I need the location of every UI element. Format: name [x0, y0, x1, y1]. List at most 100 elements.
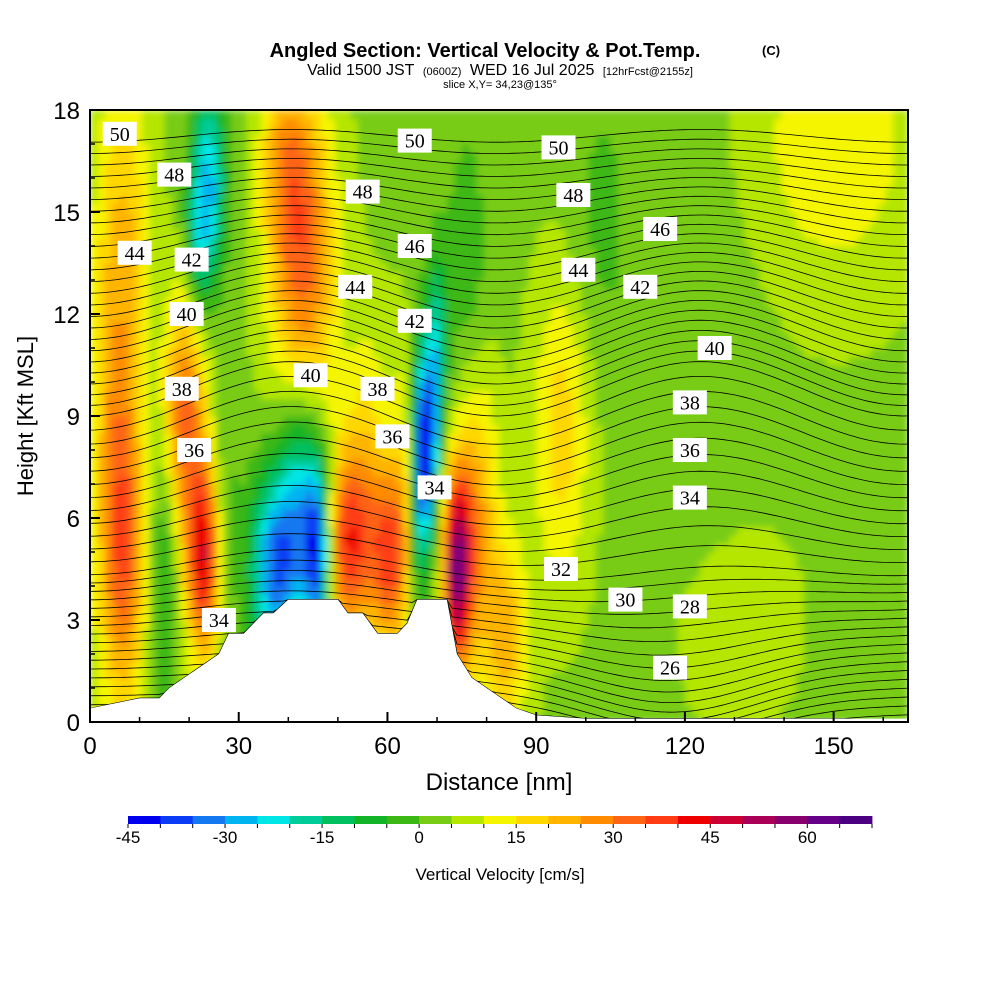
velocity-cell [372, 475, 381, 485]
velocity-cell [305, 127, 314, 137]
velocity-cell [216, 271, 225, 281]
velocity-cell [543, 127, 552, 137]
velocity-cell [402, 382, 411, 392]
velocity-cell [112, 186, 121, 196]
velocity-cell [231, 543, 240, 553]
velocity-cell [365, 237, 374, 247]
velocity-cell [573, 637, 582, 647]
velocity-cell [216, 178, 225, 188]
velocity-cell [186, 237, 195, 247]
velocity-cell [439, 246, 448, 256]
velocity-cell [298, 254, 307, 264]
velocity-cell [335, 586, 344, 596]
velocity-cell [506, 314, 515, 324]
velocity-cell [454, 637, 463, 647]
velocity-cell [268, 492, 277, 502]
velocity-cell [156, 441, 165, 451]
velocity-cell [327, 518, 336, 528]
velocity-cell [409, 577, 418, 587]
velocity-cell [484, 645, 493, 655]
velocity-cell [573, 135, 582, 145]
velocity-cell [90, 688, 99, 698]
velocity-cell [588, 586, 597, 596]
velocity-cell [283, 543, 292, 553]
velocity-cell [506, 552, 515, 562]
velocity-cell [513, 161, 522, 171]
velocity-cell [313, 577, 322, 587]
velocity-cell [275, 280, 284, 290]
velocity-cell [127, 433, 136, 443]
velocity-cell [298, 586, 307, 596]
velocity-cell [543, 450, 552, 460]
velocity-cell [290, 246, 299, 256]
velocity-cell [97, 399, 106, 409]
velocity-cell [551, 288, 560, 298]
velocity-cell [149, 501, 158, 511]
velocity-cell [342, 433, 351, 443]
velocity-cell [246, 458, 255, 468]
velocity-cell [201, 467, 210, 477]
velocity-cell [156, 237, 165, 247]
velocity-cell [432, 365, 441, 375]
velocity-cell [320, 416, 329, 426]
velocity-cell [327, 399, 336, 409]
velocity-cell [238, 271, 247, 281]
velocity-cell [313, 305, 322, 315]
velocity-cell [127, 399, 136, 409]
velocity-cell [432, 203, 441, 213]
velocity-cell [171, 220, 180, 230]
velocity-cell [461, 620, 470, 630]
velocity-cell [446, 424, 455, 434]
velocity-cell [558, 637, 567, 647]
velocity-cell [275, 518, 284, 528]
velocity-cell [536, 450, 545, 460]
velocity-cell [164, 586, 173, 596]
velocity-cell [290, 186, 299, 196]
velocity-cell [320, 161, 329, 171]
velocity-cell [231, 458, 240, 468]
velocity-cell [573, 577, 582, 587]
velocity-cell [402, 611, 411, 621]
velocity-cell [142, 331, 151, 341]
velocity-cell [521, 518, 530, 528]
velocity-cell [476, 611, 485, 621]
velocity-cell [305, 110, 314, 120]
velocity-cell [387, 475, 396, 485]
velocity-cell [387, 484, 396, 494]
velocity-cell [268, 390, 277, 400]
velocity-cell [394, 569, 403, 579]
velocity-cell [156, 467, 165, 477]
velocity-cell [216, 314, 225, 324]
velocity-cell [558, 365, 567, 375]
velocity-cell [127, 390, 136, 400]
velocity-cell [521, 178, 530, 188]
velocity-cell [261, 127, 270, 137]
velocity-cell [491, 254, 500, 264]
velocity-cell [528, 118, 537, 128]
velocity-cell [454, 399, 463, 409]
velocity-cell [275, 509, 284, 519]
velocity-cell [134, 203, 143, 213]
velocity-cell [439, 390, 448, 400]
velocity-cell [558, 450, 567, 460]
velocity-cell [521, 305, 530, 315]
velocity-cell [298, 399, 307, 409]
velocity-cell [201, 518, 210, 528]
velocity-cell [305, 195, 314, 205]
velocity-cell [417, 407, 426, 417]
velocity-cell [268, 314, 277, 324]
velocity-cell [164, 492, 173, 502]
velocity-cell [231, 424, 240, 434]
velocity-cell [164, 433, 173, 443]
velocity-cell [484, 475, 493, 485]
velocity-cell [595, 654, 604, 664]
velocity-cell [283, 509, 292, 519]
velocity-cell [521, 662, 530, 672]
velocity-cell [350, 501, 359, 511]
velocity-cell [595, 339, 604, 349]
velocity-cell [142, 178, 151, 188]
velocity-cell [320, 475, 329, 485]
velocity-cell [521, 586, 530, 596]
velocity-cell [580, 382, 589, 392]
velocity-cell [603, 705, 612, 715]
